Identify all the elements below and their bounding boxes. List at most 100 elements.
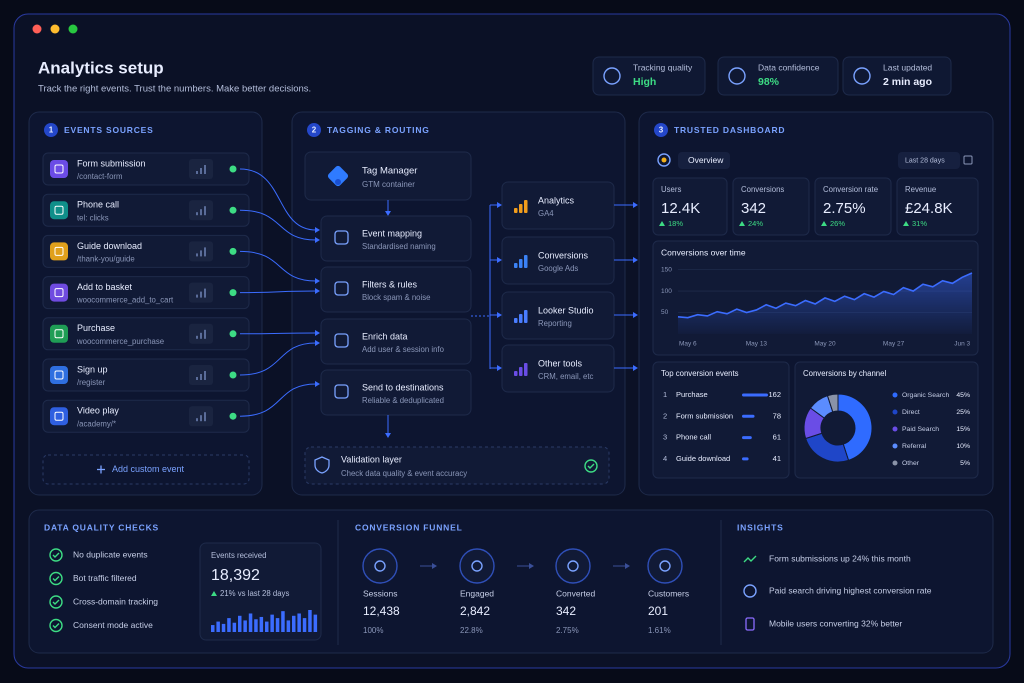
stage-icon bbox=[555, 548, 591, 584]
stage-icon bbox=[362, 548, 398, 584]
arrowhead bbox=[315, 278, 320, 284]
kpi-change: 26% bbox=[830, 219, 845, 228]
donut-slice bbox=[826, 393, 839, 413]
event-icon bbox=[54, 246, 64, 256]
event-icon bbox=[50, 201, 68, 220]
stage-icon bbox=[459, 548, 495, 584]
event-path: tel: clicks bbox=[77, 213, 109, 222]
insight-icon bbox=[745, 617, 755, 631]
step-number: 2 bbox=[312, 126, 317, 135]
check-icon bbox=[49, 548, 63, 562]
arrowhead bbox=[315, 340, 320, 346]
bar bbox=[308, 610, 312, 632]
date-range[interactable] bbox=[898, 152, 960, 169]
stage-icon bbox=[471, 560, 483, 572]
status-value: High bbox=[633, 76, 656, 88]
check-label: No duplicate events bbox=[73, 549, 148, 559]
shield-icon bbox=[314, 456, 330, 474]
status-icon bbox=[603, 67, 621, 85]
stage-icon bbox=[567, 560, 579, 572]
event-path: /academy/* bbox=[77, 419, 116, 428]
tab[interactable] bbox=[678, 152, 730, 169]
y-tick-label: 50 bbox=[661, 309, 669, 316]
bar bbox=[232, 622, 237, 632]
destination-name: Analytics bbox=[538, 195, 575, 205]
bar bbox=[313, 614, 318, 632]
step-subtitle: Block spam & noise bbox=[362, 293, 430, 302]
destination-icon bbox=[524, 363, 528, 376]
rank: 4 bbox=[663, 454, 667, 463]
destination-card bbox=[501, 181, 615, 230]
kpi-label: Revenue bbox=[905, 185, 936, 194]
y-tick-label: 150 bbox=[661, 266, 672, 273]
bar bbox=[259, 616, 264, 632]
connector bbox=[239, 332, 317, 335]
event-name: Purchase bbox=[77, 323, 115, 333]
event-path: /thank-you/guide bbox=[77, 254, 135, 263]
table-card bbox=[652, 361, 790, 479]
status-dot bbox=[229, 371, 237, 379]
bar bbox=[742, 436, 752, 440]
bar bbox=[265, 621, 269, 632]
kpi-change: 24% bbox=[748, 219, 763, 228]
legend-label: Paid Search bbox=[902, 426, 939, 433]
window-control bbox=[68, 24, 78, 34]
rank: 2 bbox=[663, 411, 667, 420]
add-event-button[interactable] bbox=[42, 454, 250, 485]
signal-icon bbox=[204, 329, 206, 339]
event-icon bbox=[50, 407, 68, 426]
x-tick-label: Jun 3 bbox=[954, 341, 970, 348]
destination-name: Looker Studio bbox=[538, 305, 594, 315]
destination-card bbox=[501, 344, 615, 393]
kpi-label: Conversion rate bbox=[823, 185, 878, 194]
event-icon bbox=[54, 370, 64, 380]
window-control bbox=[32, 24, 42, 34]
kpi-card bbox=[652, 177, 728, 236]
bar bbox=[248, 613, 253, 632]
arrowhead bbox=[625, 563, 630, 569]
event-icon bbox=[54, 205, 64, 215]
destination-icon bbox=[519, 259, 523, 268]
event-row bbox=[42, 234, 250, 268]
bar bbox=[302, 618, 307, 632]
destination-card bbox=[501, 291, 615, 340]
step-badge bbox=[307, 123, 321, 137]
status-dot bbox=[229, 247, 237, 255]
routing-step bbox=[320, 369, 472, 416]
destination-subtitle: GA4 bbox=[538, 209, 554, 218]
area bbox=[678, 273, 972, 334]
legend-value: 15% bbox=[956, 426, 970, 433]
signal-icon bbox=[196, 294, 198, 298]
check-icon bbox=[49, 618, 63, 633]
status-card bbox=[842, 56, 952, 96]
event-name: Form submission bbox=[77, 158, 146, 168]
section-title: INSIGHTS bbox=[737, 522, 784, 532]
status-dot bbox=[229, 165, 237, 173]
insight-text: Form submissions up 24% this month bbox=[769, 553, 911, 563]
signal-icon bbox=[200, 415, 202, 422]
logo-icon bbox=[661, 157, 667, 163]
signal-icon bbox=[200, 168, 202, 174]
legend-label: Organic Search bbox=[902, 392, 949, 399]
check-icon bbox=[52, 576, 60, 582]
destination-icon bbox=[519, 367, 523, 376]
arrowhead bbox=[385, 433, 391, 438]
destination-subtitle: Google Ads bbox=[538, 264, 578, 273]
kpi-label: Conversions bbox=[741, 185, 784, 194]
bar bbox=[221, 623, 226, 632]
check-label: Consent mode active bbox=[73, 620, 153, 630]
legend-value: 45% bbox=[956, 392, 970, 399]
destination-subtitle: CRM, email, etc bbox=[538, 372, 594, 381]
trend-icon bbox=[903, 221, 909, 226]
card-title: Tag Manager bbox=[362, 166, 417, 177]
window-control bbox=[50, 24, 60, 34]
event-icon bbox=[54, 411, 64, 421]
stage-rate: 1.61% bbox=[648, 626, 671, 635]
connector bbox=[239, 342, 317, 376]
check-icon bbox=[49, 595, 63, 609]
metric-card bbox=[199, 542, 322, 641]
bar bbox=[286, 620, 291, 632]
status-label: Tracking quality bbox=[633, 62, 693, 72]
step-name: Filters & rules bbox=[362, 279, 418, 289]
event-name: Phone call bbox=[676, 433, 711, 442]
